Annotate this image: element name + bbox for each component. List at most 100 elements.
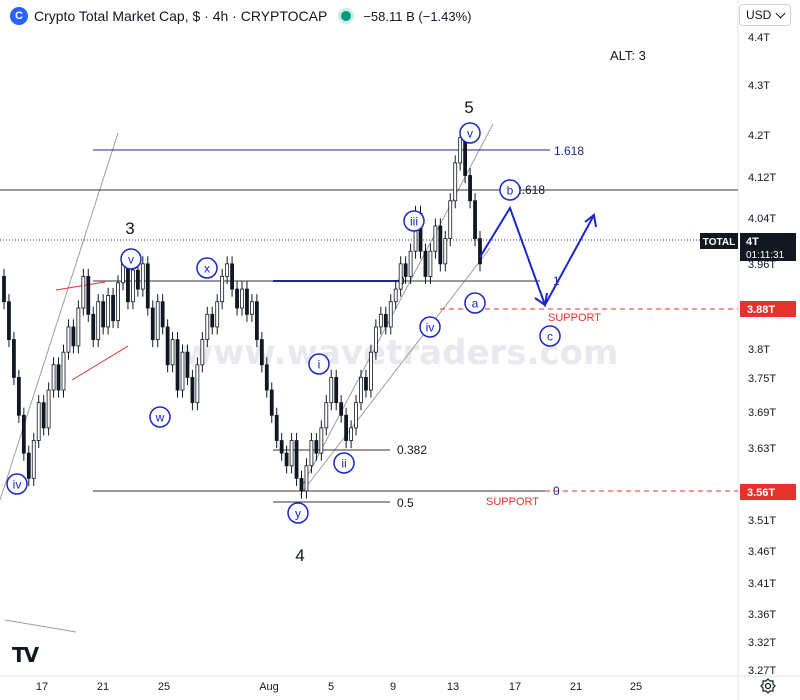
wave-circle — [459, 122, 481, 144]
candle-body — [423, 250, 428, 277]
projection-arrowhead — [584, 213, 597, 228]
candle-body — [240, 288, 244, 309]
candle-body — [36, 402, 41, 441]
price-change: −58.11 B (−1.43%) — [363, 8, 472, 24]
x-tick-label: 25 — [630, 681, 642, 693]
fib-label: 1 — [553, 274, 560, 288]
candle-body — [279, 440, 284, 454]
candle-body — [51, 364, 56, 391]
candle-body — [140, 263, 145, 290]
gear-icon[interactable] — [760, 678, 776, 694]
x-tick-label: 17 — [509, 681, 521, 693]
symbol-title[interactable]: Crypto Total Market Cap, $ · 4h · CRYPTO… — [34, 8, 328, 24]
wave-label: w — [155, 411, 165, 425]
candle-body — [398, 263, 403, 290]
candle-body — [31, 440, 36, 479]
candle-body — [264, 364, 269, 391]
currency-label: USD — [746, 8, 772, 22]
wave-label: i — [318, 358, 321, 372]
price-badge-value: 3.56T — [747, 487, 775, 499]
candle-body — [324, 402, 329, 429]
candle-body — [259, 339, 264, 366]
alt-annotation: ALT: 3 — [610, 48, 646, 63]
wave-circle — [419, 316, 441, 338]
candle-body — [215, 301, 220, 328]
candle-body — [180, 351, 185, 391]
x-tick-label: 5 — [328, 681, 334, 693]
candle-body — [373, 326, 378, 353]
price-badge-timer: 01:11:31 — [746, 250, 785, 261]
wave-label: v — [128, 253, 134, 267]
fib-label: 2.618 — [515, 183, 545, 197]
y-tick-label: 3.8T — [748, 344, 770, 356]
candle-body — [369, 351, 373, 391]
fib-label: 0 — [553, 484, 560, 498]
candle-body — [91, 313, 96, 340]
candle-body — [383, 313, 388, 328]
support-label: SUPPORT — [486, 496, 539, 508]
candle-body — [135, 269, 140, 290]
currency-select[interactable]: USD — [739, 4, 791, 26]
y-tick-label: 3.51T — [748, 515, 776, 527]
candle-body — [160, 301, 165, 328]
wave-circle — [539, 325, 561, 347]
channel-line — [0, 132, 119, 501]
candle-body — [309, 440, 314, 467]
candle-body — [210, 313, 215, 328]
wave-label: y — [295, 507, 301, 521]
tradingview-logo-icon[interactable]: TV — [12, 643, 39, 667]
candle-body — [175, 339, 180, 391]
candle-body — [155, 301, 160, 340]
fib-label: 0.382 — [397, 443, 427, 457]
candle-body — [81, 276, 86, 309]
candle-body — [433, 225, 438, 252]
candle-body — [185, 351, 190, 378]
candle-body — [220, 276, 225, 303]
y-tick-label: 3.41T — [748, 578, 776, 590]
wave-circle — [287, 502, 309, 524]
candle-body — [284, 452, 289, 467]
price-badge — [700, 233, 738, 249]
candle-body — [56, 364, 61, 391]
candle-body — [165, 326, 170, 366]
market-status-dot-icon — [341, 11, 352, 21]
crypto-logo-icon[interactable]: C — [10, 7, 28, 25]
wave-circle — [333, 452, 355, 474]
y-tick-label: 4.3T — [748, 80, 770, 92]
candle-body — [21, 414, 26, 454]
fib-label: 1.618 — [554, 144, 584, 158]
candle-body — [463, 137, 468, 176]
wave-circle — [149, 406, 171, 428]
candle-body — [170, 339, 175, 366]
candle-body — [225, 263, 230, 277]
candle-body — [190, 377, 195, 404]
candle-body — [131, 269, 135, 303]
candle-body — [235, 288, 239, 309]
candle-body — [96, 301, 101, 340]
y-tick-label: 4.4T — [748, 32, 770, 44]
price-badge — [740, 301, 796, 317]
candle-body — [86, 276, 91, 315]
x-tick-label: Aug — [259, 681, 279, 693]
price-badge-label: TOTAL — [703, 237, 735, 248]
wave-circle — [499, 179, 521, 201]
candle-body — [438, 225, 443, 265]
y-tick-label: 3.27T — [748, 665, 776, 677]
channel-line — [4, 619, 77, 633]
candle-body — [2, 276, 6, 303]
candle-body — [254, 301, 259, 340]
wave-circle — [196, 257, 218, 279]
candle-body — [448, 200, 453, 240]
wave-circle — [464, 292, 486, 314]
wave-label: x — [204, 262, 210, 276]
candle-body — [289, 440, 294, 467]
x-tick-label: 21 — [570, 681, 582, 693]
chart-header: C Crypto Total Market Cap, $ · 4h · CRYP… — [0, 0, 740, 32]
y-tick-label: 3.63T — [748, 443, 776, 455]
candle-body — [269, 389, 274, 416]
candle-body — [453, 162, 458, 202]
candle-body — [458, 137, 463, 164]
candle-body — [111, 294, 115, 322]
y-tick-label: 3.32T — [748, 637, 776, 649]
